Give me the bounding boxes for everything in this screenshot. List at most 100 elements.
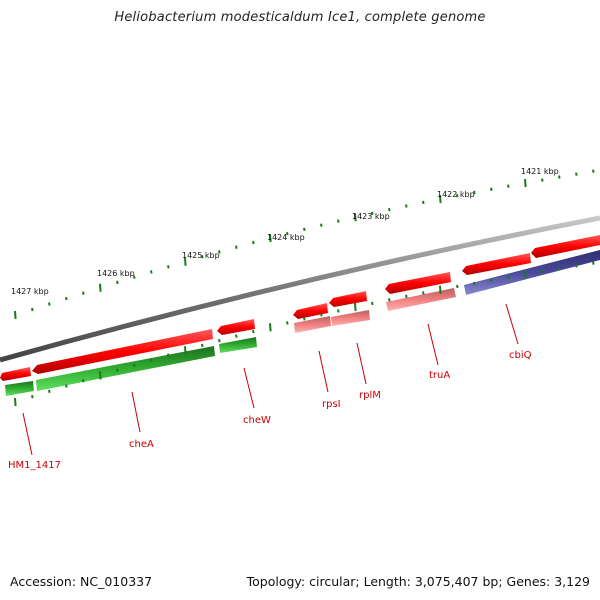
minor-tick — [490, 187, 493, 191]
scale-label-1425: 1425 kbp — [182, 251, 220, 260]
minor-tick — [422, 200, 425, 205]
gene-cheA-forward-row — [0, 235, 600, 381]
scale-ticks — [14, 169, 595, 320]
minor-tick — [150, 270, 153, 274]
leader-line — [131, 391, 141, 433]
minor-tick — [65, 296, 68, 301]
minor-tick — [575, 264, 578, 268]
minor-tick — [507, 184, 510, 188]
minor-tick — [371, 301, 374, 306]
leader-line — [22, 412, 33, 456]
minor-tick — [575, 172, 578, 176]
minor-tick — [320, 313, 323, 317]
major-tick — [269, 323, 272, 332]
scale-label-1424: 1424 kbp — [267, 233, 305, 242]
gene-arrow[interactable] — [464, 250, 600, 295]
scale-label-1422: 1422 kbp — [437, 190, 475, 199]
minor-tick — [82, 379, 85, 383]
gene-arrow[interactable] — [0, 367, 31, 381]
minor-tick — [235, 245, 238, 249]
minor-tick — [405, 294, 408, 299]
major-tick — [14, 397, 17, 407]
minor-tick — [286, 321, 289, 325]
scale-label-1427: 1427 kbp — [11, 287, 49, 296]
genome-title: Heliobacterium modesticaldum Ice1, compl… — [114, 10, 486, 25]
minor-tick — [235, 334, 238, 338]
gene-label-HM1_1417[interactable]: HM1_1417 — [8, 460, 61, 471]
minor-tick — [167, 265, 170, 269]
major-tick — [14, 310, 17, 320]
major-tick — [354, 213, 357, 222]
minor-tick — [541, 178, 544, 182]
minor-tick — [388, 207, 391, 212]
gene-arrow[interactable] — [32, 329, 213, 374]
minor-tick — [337, 219, 340, 223]
minor-tick — [320, 223, 323, 227]
gene-arrow[interactable] — [217, 319, 255, 335]
scale-label-1421: 1421 kbp — [521, 167, 559, 176]
gene-arrow[interactable] — [219, 337, 257, 353]
leader-line — [505, 303, 519, 345]
scale-label-1426: 1426 kbp — [97, 269, 135, 278]
minor-tick — [371, 211, 374, 216]
minor-tick — [201, 343, 204, 348]
gene-label-cheA[interactable]: cheA — [129, 439, 154, 450]
major-tick — [439, 285, 442, 294]
gene-label-truA[interactable]: truA — [429, 370, 450, 381]
gene-arrow[interactable] — [36, 346, 215, 391]
gene-arrow[interactable] — [462, 253, 531, 275]
minor-tick — [558, 175, 561, 179]
major-tick — [524, 179, 527, 188]
minor-tick — [48, 302, 51, 306]
leader-line — [243, 367, 255, 409]
major-tick — [439, 194, 442, 204]
gene-label-cheW[interactable]: cheW — [243, 415, 271, 426]
leader-line — [356, 342, 367, 385]
major-tick — [269, 234, 272, 243]
minor-tick — [558, 267, 561, 271]
gene-arrow[interactable] — [531, 235, 600, 258]
minor-tick — [167, 353, 170, 357]
leader-line — [427, 323, 439, 366]
minor-tick — [48, 389, 51, 394]
gene-label-rplM[interactable]: rplM — [359, 390, 381, 401]
minor-tick — [388, 298, 391, 302]
minor-tick — [592, 169, 595, 173]
gene-label-cbiQ[interactable]: cbiQ — [509, 350, 532, 361]
minor-tick — [286, 231, 289, 236]
minor-tick — [116, 368, 119, 372]
minor-tick — [592, 261, 595, 265]
minor-tick — [116, 280, 119, 285]
inner-scale-ticks — [14, 261, 595, 407]
label-leaders — [22, 303, 519, 456]
gene-reverse-row — [5, 250, 600, 396]
genome-backbone — [0, 215, 600, 363]
minor-tick — [252, 240, 255, 245]
minor-tick — [303, 317, 306, 321]
major-tick — [524, 270, 527, 279]
gene-arrow[interactable] — [329, 291, 367, 307]
minor-tick — [405, 204, 408, 208]
gene-arrow[interactable] — [386, 288, 456, 311]
gene-arrow[interactable] — [385, 272, 451, 294]
leader-line — [318, 350, 329, 393]
minor-tick — [252, 329, 255, 334]
minor-tick — [456, 194, 459, 198]
gene-label-rpsI[interactable]: rpsI — [322, 399, 341, 410]
minor-tick — [201, 255, 204, 259]
minor-tick — [31, 394, 34, 399]
gene-arrow[interactable] — [293, 303, 328, 319]
minor-tick — [422, 291, 425, 295]
major-tick — [184, 346, 187, 355]
gene-arrow[interactable] — [331, 310, 370, 326]
minor-tick — [303, 227, 306, 232]
major-tick — [354, 303, 357, 312]
minor-tick — [150, 358, 153, 362]
gene-arrow[interactable] — [5, 381, 34, 396]
gene-arrow[interactable] — [294, 316, 331, 333]
minor-tick — [507, 275, 510, 280]
minor-tick — [490, 278, 493, 283]
minor-tick — [456, 284, 459, 289]
minor-tick — [65, 384, 68, 388]
